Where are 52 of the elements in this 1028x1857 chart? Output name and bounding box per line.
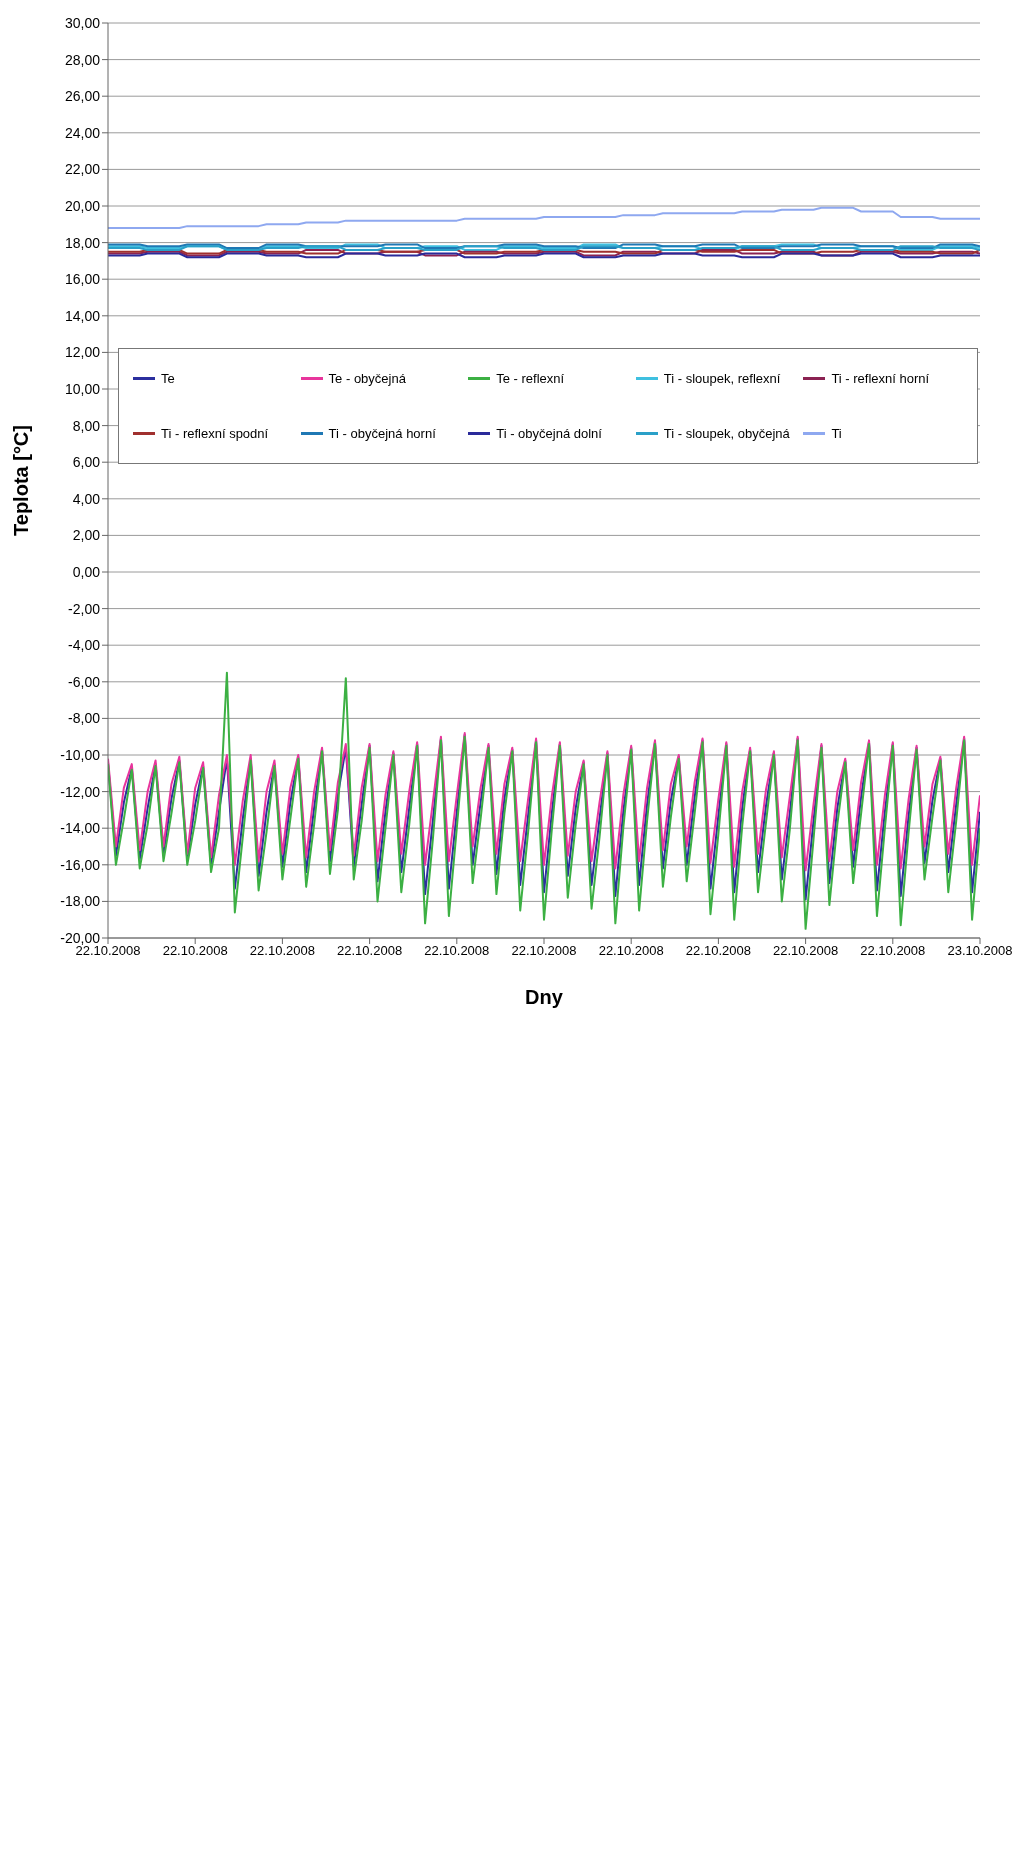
y-tick-label: 12,00	[64, 344, 101, 361]
x-tick-label: 22.10.2008	[685, 943, 751, 959]
x-tick-label: 22.10.2008	[75, 943, 141, 959]
y-tick-label: -10,00	[60, 746, 101, 763]
legend-label: Ti - sloupek, obyčejná	[663, 426, 790, 441]
x-tick-label: 22.10.2008	[249, 943, 315, 959]
y-tick-label: -4,00	[68, 637, 101, 654]
y-tick-label: -20,00	[60, 929, 101, 946]
y-tick-label: 6,00	[72, 454, 101, 471]
x-tick-label: 22.10.2008	[511, 943, 577, 959]
y-axis-title: Teplota [°C]	[10, 425, 33, 536]
legend-label: Ti - obyčejná dolní	[496, 426, 602, 441]
legend-label: Ti - sloupek, reflexní	[663, 371, 781, 386]
y-tick-label: 18,00	[64, 234, 101, 251]
y-tick-label: -6,00	[68, 673, 101, 690]
y-tick-label: 10,00	[64, 380, 101, 397]
x-axis-title: Dny	[525, 986, 564, 1008]
x-tick-label: 22.10.2008	[424, 943, 490, 959]
y-tick-label: -12,00	[60, 783, 101, 800]
y-tick-label: 16,00	[64, 271, 101, 288]
y-tick-label: 8,00	[72, 417, 101, 434]
y-tick-label: 20,00	[64, 197, 101, 214]
x-tick-label: 22.10.2008	[773, 943, 839, 959]
x-tick-label: 23.10.2008	[947, 943, 1013, 959]
line-series	[108, 206, 980, 229]
y-tick-label: 4,00	[72, 490, 101, 507]
legend-label: Ti - reflexní spodní	[161, 426, 269, 441]
y-tick-label: 14,00	[64, 307, 101, 324]
y-tick-label: 30,00	[64, 14, 101, 31]
legend-label: Te	[161, 371, 175, 386]
legend-label: Te - obyčejná	[328, 371, 406, 386]
legend-label: Ti - obyčejná horní	[328, 426, 436, 441]
y-tick-label: 24,00	[64, 124, 101, 141]
line-series	[108, 732, 980, 872]
line-series	[108, 671, 980, 930]
legend-label: Te - reflexní	[496, 371, 565, 386]
x-tick-label: 22.10.2008	[598, 943, 664, 959]
y-tick-label: 22,00	[64, 161, 101, 178]
y-tick-label: -16,00	[60, 856, 101, 873]
x-tick-label: 22.10.2008	[162, 943, 228, 959]
y-tick-label: -14,00	[60, 820, 101, 837]
legend-label: Ti	[831, 426, 842, 441]
y-tick-label: 28,00	[64, 51, 101, 68]
y-tick-label: -2,00	[68, 600, 101, 617]
y-tick-label: -18,00	[60, 893, 101, 910]
legend-label: Ti - reflexní horní	[831, 371, 930, 386]
y-tick-label: -8,00	[68, 710, 101, 727]
y-tick-label: 0,00	[72, 563, 101, 580]
x-tick-label: 22.10.2008	[860, 943, 926, 959]
y-tick-label: 26,00	[64, 88, 101, 105]
x-tick-label: 22.10.2008	[337, 943, 403, 959]
y-tick-label: 2,00	[72, 527, 101, 544]
